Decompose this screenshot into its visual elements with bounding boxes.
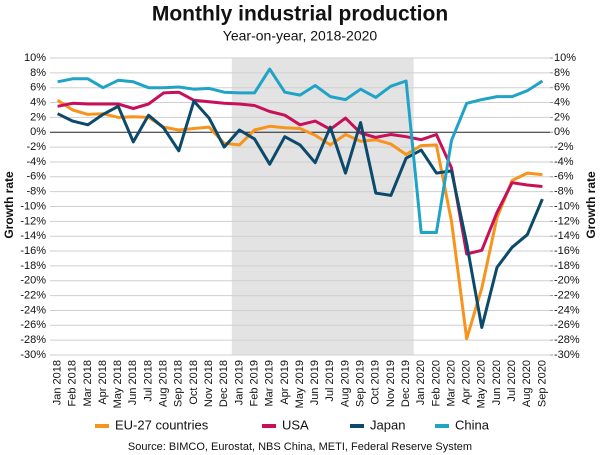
- x-tick-label: Oct 2018: [188, 360, 200, 405]
- legend-label: EU-27 countries: [115, 417, 209, 432]
- y-tick-label: 6%: [30, 82, 46, 94]
- y-tick-label: -12%: [20, 215, 46, 227]
- y2-tick-label: -24%: [554, 304, 580, 316]
- y2-tick-label: -6%: [554, 171, 574, 183]
- legend-label: USA: [282, 417, 309, 432]
- x-tick-label: Jan 2020: [415, 360, 427, 405]
- x-tick-label: Apr 2018: [97, 360, 109, 405]
- y-tick-label: 10%: [24, 52, 46, 64]
- series-line: [56, 99, 544, 329]
- y2-tick-label: -22%: [554, 290, 580, 302]
- y-tick-label: -14%: [20, 230, 46, 242]
- y2-tick-label: 6%: [554, 82, 570, 94]
- y-tick-label: -6%: [26, 171, 46, 183]
- x-tick-label: Apr 2019: [279, 360, 291, 405]
- x-tick-label: Nov 2018: [203, 360, 215, 407]
- x-tick-label: Jan 2018: [51, 360, 63, 405]
- y2-tick-label: 4%: [554, 96, 570, 108]
- x-tick-label: Jul 2019: [324, 360, 336, 402]
- x-tick-label: Sep 2018: [173, 360, 185, 407]
- x-tick-label: May 2020: [476, 360, 488, 408]
- y-tick-label: 8%: [30, 67, 46, 79]
- x-tick-label: Feb 2018: [67, 360, 79, 406]
- x-tick-label: Aug 2020: [521, 360, 533, 407]
- x-tick-label: Mar 2018: [82, 360, 94, 406]
- x-tick-label: May 2019: [294, 360, 306, 408]
- y-tick-label: -18%: [20, 260, 46, 272]
- x-tick-label: Jun 2019: [309, 360, 321, 405]
- y-tick-label: -4%: [26, 156, 46, 168]
- x-tick-label: Jun 2020: [491, 360, 503, 405]
- series-line: [57, 67, 544, 234]
- y2-tick-label: -10%: [554, 200, 580, 212]
- y-tick-label: -8%: [26, 186, 46, 198]
- y2-tick-label: -18%: [554, 260, 580, 272]
- y2-tick-label: -2%: [554, 141, 574, 153]
- y2-tick-label: -20%: [554, 275, 580, 287]
- y2-tick-label: -14%: [554, 230, 580, 242]
- y2-tick-label: -4%: [554, 156, 574, 168]
- y-tick-label: -28%: [20, 334, 46, 346]
- y2-tick-label: -8%: [554, 186, 574, 198]
- y2-axis-label: Growth rate: [584, 171, 598, 239]
- x-tick-label: Sep 2019: [355, 360, 367, 407]
- y-tick-label: -30%: [20, 349, 46, 361]
- y-tick-label: -2%: [26, 141, 46, 153]
- series-line: [56, 99, 543, 341]
- y2-tick-label: 0%: [554, 126, 570, 138]
- x-tick-label: Apr 2020: [461, 360, 473, 405]
- y2-tick-label: 2%: [554, 111, 570, 123]
- x-tick-label: Dec 2019: [400, 360, 412, 407]
- chart-title: Monthly industrial production: [152, 3, 448, 26]
- legend-label: China: [455, 417, 490, 432]
- y-tick-label: 0%: [30, 126, 46, 138]
- x-tick-label: Feb 2020: [430, 360, 442, 406]
- y-tick-label: -16%: [20, 245, 46, 257]
- y-tick-label: -26%: [20, 319, 46, 331]
- x-tick-label: Feb 2019: [248, 360, 260, 406]
- x-tick-label: Aug 2018: [158, 360, 170, 407]
- y2-tick-label: 10%: [554, 52, 576, 64]
- y2-tick-label: 8%: [554, 67, 570, 79]
- x-tick-label: Nov 2019: [385, 360, 397, 407]
- y-tick-label: 4%: [30, 96, 46, 108]
- y-tick-label: -22%: [20, 290, 46, 302]
- x-tick-label: Oct 2019: [370, 360, 382, 405]
- y2-tick-label: -16%: [554, 245, 580, 257]
- legend-label: Japan: [370, 417, 405, 432]
- x-tick-label: Jul 2020: [506, 360, 518, 402]
- y2-tick-label: -28%: [554, 334, 580, 346]
- y2-tick-label: -12%: [554, 215, 580, 227]
- y-tick-label: -10%: [20, 200, 46, 212]
- x-tick-label: Aug 2019: [339, 360, 351, 407]
- x-tick-label: Mar 2019: [264, 360, 276, 406]
- x-tick-label: Mar 2020: [445, 360, 457, 406]
- x-tick-label: Sep 2020: [536, 360, 548, 407]
- x-tick-label: Jul 2018: [142, 360, 154, 402]
- y-tick-label: -20%: [20, 275, 46, 287]
- y-tick-label: 2%: [30, 111, 46, 123]
- y-axis-label: Growth rate: [2, 171, 16, 239]
- y-tick-label: -24%: [20, 304, 46, 316]
- y2-tick-label: -30%: [554, 349, 580, 361]
- x-tick-label: Dec 2018: [218, 360, 230, 407]
- x-tick-label: Jan 2019: [233, 360, 245, 405]
- y2-tick-label: -26%: [554, 319, 580, 331]
- source-note: Source: BIMCO, Eurostat, NBS China, METI…: [128, 441, 472, 453]
- chart-subtitle: Year-on-year, 2018-2020: [223, 28, 378, 44]
- x-tick-label: Jun 2018: [127, 360, 139, 405]
- x-tick-label: May 2018: [112, 360, 124, 408]
